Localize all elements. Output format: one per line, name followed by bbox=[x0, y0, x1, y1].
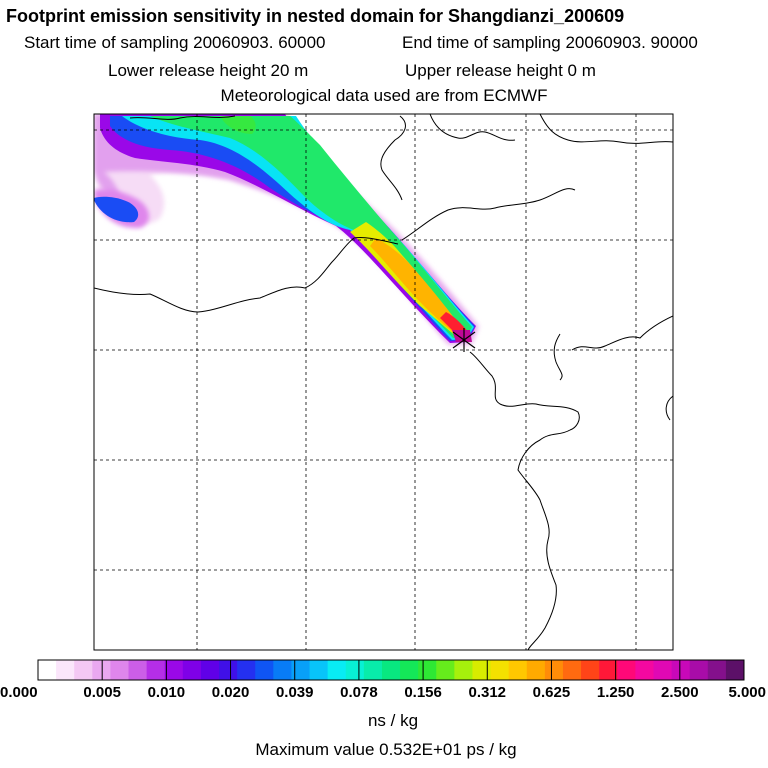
lower-release-label: Lower release height 20 m bbox=[108, 61, 309, 80]
colorbar-tick-label: 0.000 bbox=[0, 684, 38, 701]
plume-patch-green bbox=[220, 116, 256, 134]
border-line bbox=[380, 115, 406, 201]
colorbar-swatch bbox=[490, 660, 510, 680]
maximum-value-label: Maximum value 0.532E+01 ps / kg bbox=[255, 740, 517, 759]
border-line bbox=[469, 351, 580, 431]
plume-layer-light bbox=[94, 114, 477, 343]
colorbar-tick-label: 0.010 bbox=[148, 684, 186, 701]
met-data-label: Meteorological data used are from ECMWF bbox=[220, 86, 548, 105]
colorbar-swatch bbox=[599, 660, 618, 680]
colorbar-swatch bbox=[128, 660, 148, 680]
colorbar-swatch bbox=[617, 660, 636, 680]
colorbar-swatch bbox=[92, 660, 111, 680]
colorbar bbox=[37, 659, 745, 681]
colorbar-swatch bbox=[363, 660, 383, 680]
colorbar-swatch bbox=[581, 660, 600, 680]
upper-release-label: Upper release height 0 m bbox=[405, 61, 596, 80]
colorbar-tick-label: 0.312 bbox=[468, 684, 506, 701]
colorbar-swatch bbox=[291, 660, 311, 680]
plume-layer-orange bbox=[370, 238, 465, 334]
colorbar-ticks: 0.000 0.005 0.010 0.020 0.039 0.078 0.156 0.312… bbox=[0, 660, 766, 701]
colorbar-swatch bbox=[56, 660, 75, 680]
colorbar-swatch bbox=[562, 660, 582, 680]
colorbar-swatch bbox=[200, 660, 220, 680]
coastlines bbox=[94, 114, 673, 650]
colorbar-swatch bbox=[74, 660, 93, 680]
colorbar-swatch bbox=[381, 660, 401, 680]
border-line bbox=[517, 429, 571, 650]
colorbar-swatch bbox=[436, 660, 455, 680]
colorbar-tick-label: 2.500 bbox=[661, 684, 699, 701]
colorbar-swatch bbox=[635, 660, 654, 680]
colorbar-swatch bbox=[255, 660, 274, 680]
colorbar-tick-label: 0.039 bbox=[276, 684, 314, 701]
border-line bbox=[571, 315, 673, 351]
border-line bbox=[553, 333, 563, 381]
colorbar-swatch bbox=[454, 660, 473, 680]
plume-field bbox=[94, 114, 480, 346]
border-line bbox=[539, 114, 673, 144]
colorbar-swatch bbox=[653, 660, 673, 680]
colorbar-swatch bbox=[327, 660, 347, 680]
chart-title: Footprint emission sensitivity in nested… bbox=[6, 6, 625, 26]
colorbar-swatch bbox=[345, 660, 365, 680]
graticule bbox=[94, 114, 673, 650]
colorbar-swatch bbox=[725, 660, 745, 680]
colorbar-unit: ns / kg bbox=[367, 711, 419, 730]
colorbar-tick-label: 1.250 bbox=[597, 684, 635, 701]
colorbar-swatch bbox=[309, 660, 329, 680]
colorbar-swatch bbox=[237, 660, 256, 680]
colorbar-swatch bbox=[707, 660, 727, 680]
colorbar-swatch bbox=[219, 660, 238, 680]
colorbar-swatch bbox=[544, 660, 564, 680]
colorbar-swatch bbox=[273, 660, 292, 680]
colorbar-tick-label: 0.020 bbox=[212, 684, 250, 701]
colorbar-swatch bbox=[472, 660, 492, 680]
plume-layer-magenta bbox=[452, 330, 472, 342]
border-line bbox=[401, 188, 576, 241]
colorbar-swatch bbox=[182, 660, 202, 680]
colorbar-swatch bbox=[508, 660, 528, 680]
colorbar-swatch bbox=[671, 660, 691, 680]
colorbar-swatch bbox=[164, 660, 184, 680]
colorbar-tick-label: 0.005 bbox=[83, 684, 121, 701]
colorbar-swatch bbox=[689, 660, 709, 680]
border-line bbox=[665, 395, 673, 421]
colorbar-swatch bbox=[38, 660, 57, 680]
border-line bbox=[129, 115, 236, 120]
colorbar-swatch bbox=[526, 660, 546, 680]
border-line bbox=[94, 237, 399, 313]
colorbar-tick-label: 5.000 bbox=[728, 684, 766, 701]
colorbar-tick-label: 0.625 bbox=[533, 684, 571, 701]
colorbar-swatch bbox=[418, 660, 437, 680]
map-frame bbox=[93, 113, 674, 651]
colorbar-swatch bbox=[110, 660, 130, 680]
border-line bbox=[429, 114, 516, 141]
end-time-label: End time of sampling 20060903. 90000 bbox=[402, 33, 698, 52]
start-time-label: Start time of sampling 20060903. 60000 bbox=[24, 33, 326, 52]
release-point-marker bbox=[452, 328, 476, 352]
colorbar-tick-label: 0.156 bbox=[404, 684, 442, 701]
colorbar-tick-label: 0.078 bbox=[340, 684, 378, 701]
colorbar-swatch bbox=[146, 660, 166, 680]
plume-blob-west bbox=[94, 196, 139, 223]
colorbar-swatch bbox=[400, 660, 419, 680]
